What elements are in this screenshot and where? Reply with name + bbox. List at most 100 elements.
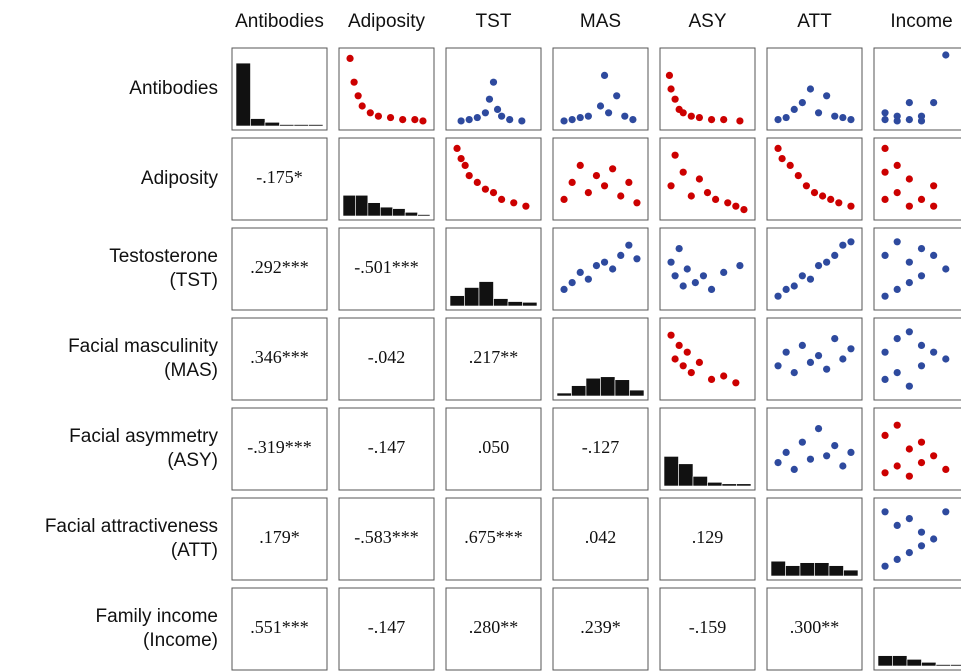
row-label: Facial masculinity — [68, 336, 218, 357]
correlation-label: -.501*** — [354, 257, 419, 277]
histogram-bar — [507, 301, 523, 307]
histogram-bar — [293, 124, 309, 127]
histogram-bar — [522, 301, 538, 307]
scatter-point — [905, 515, 913, 523]
scatter-point — [881, 168, 889, 176]
scatter-point — [839, 462, 847, 470]
scatter-point — [942, 51, 950, 59]
panel-frame — [659, 317, 756, 401]
correlation-label: -.319*** — [247, 437, 312, 457]
scatter-point — [419, 117, 427, 125]
histogram-bar — [770, 560, 786, 577]
scatter-point — [600, 258, 609, 266]
scatter-point — [600, 71, 609, 79]
scatter-point — [774, 459, 782, 467]
histogram-bar — [342, 194, 356, 217]
panel-frame — [659, 407, 756, 491]
panel-frame — [445, 497, 542, 581]
scatter-point — [712, 195, 720, 203]
scatter-point — [699, 272, 708, 280]
scatter-point — [905, 328, 913, 336]
scatter-point — [847, 116, 855, 124]
column-header: ATT — [797, 11, 832, 32]
scatter-point — [881, 251, 889, 259]
column-header: ASY — [688, 11, 726, 32]
scatter-point — [346, 54, 354, 63]
panel-frame — [659, 47, 756, 131]
scatter-point — [498, 195, 506, 203]
panel-frame — [766, 47, 863, 131]
correlation-label: .300** — [790, 617, 840, 637]
panel-frame — [338, 227, 435, 311]
scatter-point — [366, 109, 374, 117]
scatter-point — [518, 117, 526, 125]
panel-frame — [552, 497, 649, 581]
scatter-point — [736, 262, 744, 270]
scatter-point — [905, 445, 913, 453]
scatter-point — [893, 462, 901, 470]
scatter-point — [679, 282, 687, 290]
panel-frame — [338, 317, 435, 401]
histogram-bar — [736, 483, 752, 487]
scatter-point — [774, 292, 782, 300]
histogram-bar — [264, 122, 280, 127]
scatter-point — [510, 199, 518, 207]
panel-frame — [552, 317, 649, 401]
histogram-bar — [308, 124, 324, 127]
scatter-point — [917, 362, 926, 370]
scatter-point — [621, 112, 629, 120]
row-label: Facial asymmetry — [69, 426, 218, 447]
scatter-point — [790, 369, 798, 377]
scatter-point — [576, 161, 584, 169]
correlation-label: -.147 — [368, 617, 406, 637]
scatter-point — [774, 116, 782, 124]
scatter-point — [675, 245, 683, 253]
scatter-point — [917, 195, 926, 203]
scatter-point — [798, 438, 806, 446]
scatter-point — [695, 358, 704, 366]
scatter-point — [707, 285, 716, 293]
scatter-point — [473, 178, 481, 186]
panel-frame — [552, 587, 649, 671]
scatter-point — [905, 279, 913, 287]
scatter-point — [584, 189, 592, 197]
histogram-bar — [379, 206, 394, 217]
scatter-point — [930, 99, 938, 107]
row-label: (Income) — [143, 630, 218, 651]
scatter-point — [560, 285, 568, 293]
histogram-bar — [629, 389, 645, 397]
column-header: Antibodies — [235, 11, 324, 32]
scatter-point — [814, 262, 823, 270]
scatter-point — [905, 99, 913, 107]
scatter-point — [782, 113, 790, 122]
scatter-point — [917, 542, 926, 550]
histogram-bar — [235, 62, 251, 127]
scatter-point — [881, 348, 889, 356]
scatter-point — [399, 116, 407, 124]
scatter-point — [707, 375, 716, 383]
scatter-point — [839, 355, 847, 363]
histogram-bar — [707, 481, 723, 487]
correlation-label: .551*** — [250, 617, 309, 637]
histogram-bar — [250, 118, 266, 127]
panel-frame — [445, 227, 542, 311]
panel-frame — [552, 407, 649, 491]
correlation-label: .292*** — [250, 257, 309, 277]
panel-frame — [766, 227, 863, 311]
column-header: Adiposity — [348, 11, 426, 32]
scatter-point — [633, 255, 641, 263]
panel-frame — [766, 407, 863, 491]
panel-frame — [445, 137, 542, 221]
histogram-bar — [828, 565, 844, 577]
scatter-point — [457, 117, 465, 125]
scatter-point — [798, 99, 806, 107]
panel-frame — [766, 137, 863, 221]
scatter-point — [917, 528, 926, 536]
scatter-point — [823, 258, 831, 266]
row-label: (ATT) — [171, 540, 218, 561]
row-label: Antibodies — [129, 78, 218, 99]
scatter-point — [942, 355, 950, 363]
scatter-point — [560, 195, 568, 203]
scatter-point — [905, 202, 913, 210]
